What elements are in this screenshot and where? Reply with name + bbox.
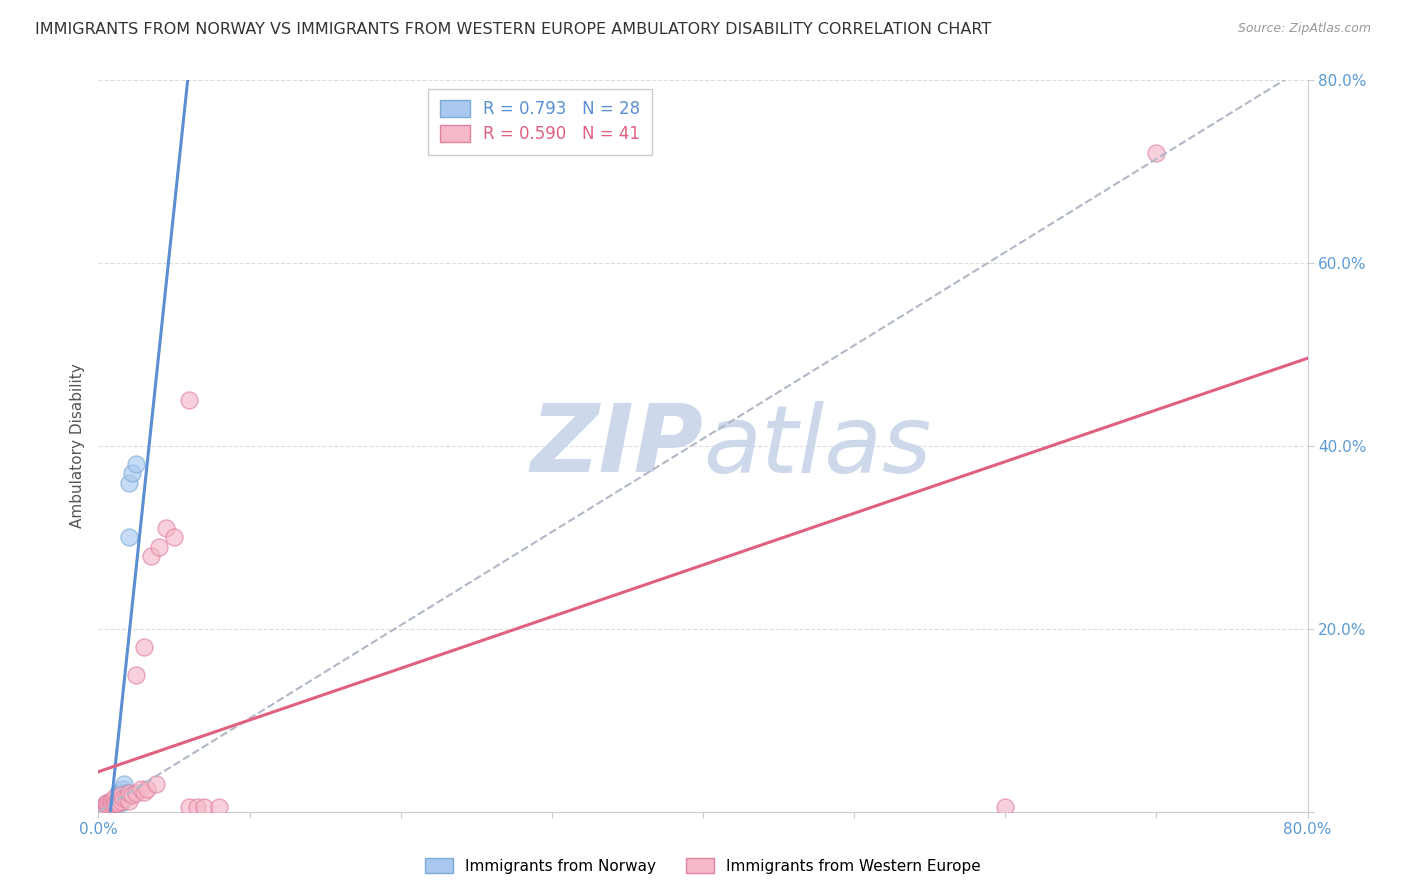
Point bbox=[163, 530, 186, 544]
Point bbox=[105, 791, 128, 805]
Point bbox=[118, 787, 141, 801]
Point bbox=[110, 789, 132, 803]
Point bbox=[96, 796, 118, 810]
Point bbox=[100, 794, 122, 808]
Point bbox=[94, 796, 117, 810]
Point bbox=[141, 549, 163, 563]
Point bbox=[103, 794, 125, 808]
Point bbox=[98, 799, 121, 814]
Point bbox=[155, 521, 177, 535]
Point bbox=[101, 797, 124, 812]
Point bbox=[107, 796, 129, 810]
Point bbox=[1144, 146, 1167, 161]
Point bbox=[101, 796, 124, 810]
Point bbox=[104, 796, 127, 810]
Legend: Immigrants from Norway, Immigrants from Western Europe: Immigrants from Norway, Immigrants from … bbox=[419, 852, 987, 880]
Point bbox=[179, 800, 201, 814]
Point bbox=[98, 798, 121, 813]
Point bbox=[96, 800, 118, 814]
Point bbox=[129, 781, 152, 796]
Point bbox=[111, 791, 134, 805]
Point bbox=[110, 796, 132, 810]
Point bbox=[110, 789, 132, 803]
Point bbox=[132, 640, 155, 655]
Point bbox=[121, 467, 143, 481]
Point bbox=[105, 794, 128, 808]
Point bbox=[125, 457, 148, 471]
Point bbox=[103, 797, 125, 812]
Point bbox=[179, 393, 201, 408]
Point bbox=[118, 475, 141, 490]
Text: ZIP: ZIP bbox=[530, 400, 703, 492]
Point bbox=[98, 797, 121, 811]
Point bbox=[132, 784, 155, 798]
Point bbox=[91, 802, 114, 816]
Point bbox=[114, 787, 136, 801]
Point bbox=[193, 800, 215, 814]
Point bbox=[121, 789, 143, 803]
Point bbox=[90, 802, 112, 816]
Point bbox=[125, 787, 148, 801]
Point bbox=[125, 667, 148, 681]
Point bbox=[94, 799, 117, 814]
Point bbox=[118, 794, 141, 808]
Point bbox=[103, 791, 125, 805]
Point bbox=[112, 777, 135, 791]
Point bbox=[118, 530, 141, 544]
Point bbox=[96, 797, 118, 812]
Point bbox=[94, 797, 117, 812]
Point bbox=[94, 801, 117, 815]
Point bbox=[100, 794, 122, 808]
Point bbox=[148, 540, 170, 554]
Point bbox=[103, 796, 125, 810]
Point bbox=[110, 794, 132, 808]
Point bbox=[107, 787, 129, 801]
Point bbox=[105, 796, 128, 810]
Point bbox=[186, 800, 208, 814]
Point bbox=[135, 781, 157, 796]
Text: atlas: atlas bbox=[703, 401, 931, 491]
Point bbox=[100, 797, 122, 812]
Point bbox=[107, 794, 129, 808]
Point bbox=[100, 797, 122, 812]
Point bbox=[91, 800, 114, 814]
Point bbox=[114, 791, 136, 805]
Point bbox=[93, 800, 115, 814]
Y-axis label: Ambulatory Disability: Ambulatory Disability bbox=[69, 364, 84, 528]
Point bbox=[104, 796, 127, 810]
Legend: R = 0.793   N = 28, R = 0.590   N = 41: R = 0.793 N = 28, R = 0.590 N = 41 bbox=[427, 88, 651, 155]
Point bbox=[145, 777, 167, 791]
Point bbox=[208, 800, 231, 814]
Text: Source: ZipAtlas.com: Source: ZipAtlas.com bbox=[1237, 22, 1371, 36]
Point bbox=[96, 800, 118, 814]
Point bbox=[108, 784, 131, 798]
Point bbox=[994, 800, 1017, 814]
Point bbox=[111, 781, 134, 796]
Point bbox=[93, 801, 115, 815]
Text: IMMIGRANTS FROM NORWAY VS IMMIGRANTS FROM WESTERN EUROPE AMBULATORY DISABILITY C: IMMIGRANTS FROM NORWAY VS IMMIGRANTS FRO… bbox=[35, 22, 991, 37]
